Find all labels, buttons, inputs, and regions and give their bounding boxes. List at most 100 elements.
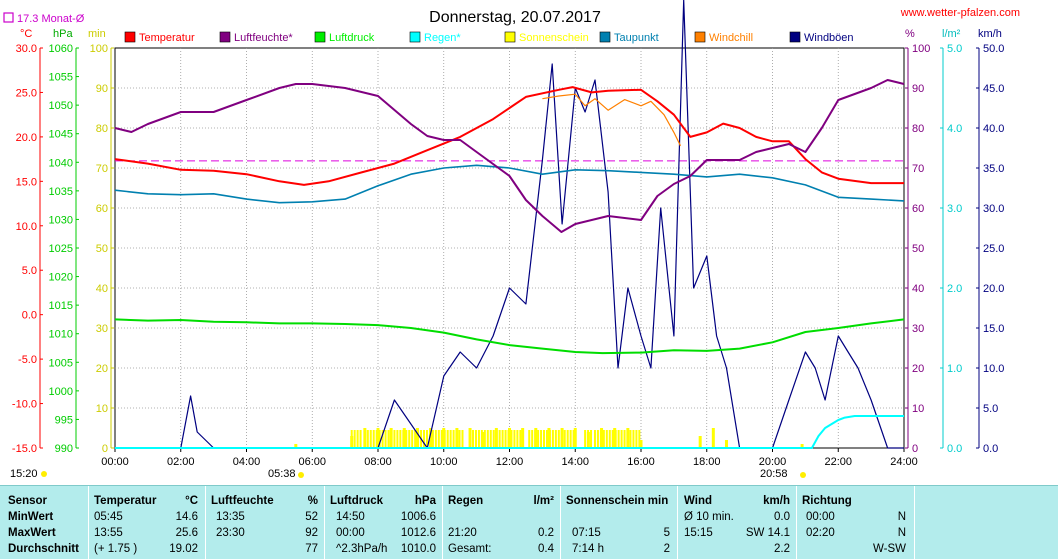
stats-temp-time: 13:55	[94, 527, 123, 539]
sunset-icon	[800, 472, 806, 478]
sunshine-slot	[516, 430, 519, 448]
axis-tick-label: 40	[96, 283, 108, 295]
stats-rain-val: 0.4	[538, 543, 554, 555]
axis-tick-label: 35.0	[983, 163, 1004, 175]
stats-dir-time: 02:20	[806, 527, 835, 539]
sunshine-slot	[375, 430, 378, 448]
unit-celsius: °C	[20, 28, 32, 40]
axis-tick-label: 45.0	[983, 83, 1004, 95]
sunrise-icon	[298, 472, 304, 478]
sunshine-slot	[489, 430, 492, 448]
axis-tick-label: 30	[96, 323, 108, 335]
stats-table: Sensor Temperatur °C Luftfeuchte % Luftd…	[0, 485, 1058, 560]
hdr-rain-unit: l/m²	[533, 495, 554, 507]
sunshine-slot	[359, 430, 362, 448]
axis-tick-label: 2.0	[947, 283, 962, 295]
legend-label: Regen*	[424, 32, 461, 44]
axis-tick-label: 1050	[49, 100, 73, 112]
axis-tick-label: 70	[912, 163, 924, 175]
stats-press-time: 14:50	[336, 511, 365, 523]
axis-tick-label: 5.0	[983, 403, 998, 415]
stats-sun-time: 07:15	[572, 527, 601, 539]
hdr-regen: Regen	[448, 495, 484, 507]
axis-tick-label: 1035	[49, 186, 73, 198]
sunshine-slot	[540, 430, 543, 448]
sunshine-slot	[458, 430, 461, 448]
x-tick-label: 02:00	[167, 456, 195, 468]
chart-title: Donnerstag, 20.07.2017	[429, 9, 601, 26]
axis-tick-label: 10	[912, 403, 924, 415]
stats-press-val: 1006.6	[400, 511, 436, 523]
axis-tick-label: 50.0	[983, 43, 1004, 55]
stats-label: Durchschnitt	[8, 543, 79, 555]
axis-tick-label: 0	[102, 443, 108, 455]
sunshine-slot	[626, 430, 629, 448]
sunshine-bar	[294, 444, 298, 448]
sunshine-slot	[590, 430, 593, 448]
unit-min: min	[88, 28, 106, 40]
hdr-wind: Wind	[684, 495, 712, 507]
monthly-avg-label: 17.3 Monat-Ø	[17, 13, 85, 25]
x-tick-label: 14:00	[561, 456, 589, 468]
sunshine-slot	[572, 430, 575, 448]
sunshine-slot	[483, 430, 486, 448]
sunshine-slot	[384, 430, 387, 448]
sunshine-slot	[611, 430, 614, 448]
stats-temp-val: 19.02	[169, 543, 198, 555]
sunshine-slot	[469, 430, 472, 448]
plot-grid	[115, 48, 904, 448]
sunshine-slot	[434, 430, 437, 448]
stats-temp-time: (+ 1.75 )	[94, 543, 138, 555]
axis-tick-label: 30	[912, 323, 924, 335]
sunshine-slot	[411, 430, 414, 448]
sunshine-slot	[513, 430, 516, 448]
axis-tick-label: 40	[912, 283, 924, 295]
legend-label: Windböen	[804, 32, 854, 44]
sunshine-slot	[455, 430, 458, 448]
sunshine-slot	[501, 430, 504, 448]
stats-press-time: 00:00	[336, 527, 365, 539]
axis-tick-label: 990	[55, 443, 73, 455]
x-tick-label: 12:00	[496, 456, 524, 468]
monthly-avg-icon	[3, 12, 14, 23]
sunshine-slot	[417, 430, 420, 448]
sunshine-slot	[543, 430, 546, 448]
axis-tick-label: 1030	[49, 214, 73, 226]
sunshine-slot	[560, 430, 563, 448]
series-layer	[114, 0, 905, 449]
hdr-richtung: Richtung	[802, 495, 852, 507]
axis-tick-label: 40.0	[983, 123, 1004, 135]
sunrise-time: 05:38	[268, 468, 296, 480]
axis-tick-label: 1045	[49, 129, 73, 141]
sunshine-slot	[593, 430, 596, 448]
axis-tick-label: 5.0	[947, 43, 962, 55]
website-link[interactable]: www.wetter-pfalzen.com	[900, 7, 1020, 19]
axis-tick-label: 1025	[49, 243, 73, 255]
axis-tick-label: 1.0	[947, 363, 962, 375]
axis-tick-label: 25.0	[983, 243, 1004, 255]
axis-tick-label: 100	[912, 43, 930, 55]
wind-axis: 50.0 45.0 40.0 35.0 30.0 25.0 20.0 15.0 10.0 5.0 0…	[976, 43, 1004, 455]
sunshine-slot	[635, 430, 638, 448]
axis-tick-label: 1020	[49, 272, 73, 284]
sunshine-slot	[378, 430, 381, 448]
series-temperatur	[114, 86, 904, 186]
axis-tick-label: 100	[90, 43, 108, 55]
axis-tick-label: 20.0	[983, 283, 1004, 295]
axis-tick-label: -10.0	[12, 399, 37, 411]
sunshine-slot	[638, 430, 641, 448]
sunshine-slot	[554, 430, 557, 448]
axis-tick-label: 90	[96, 83, 108, 95]
hdr-press-unit: hPa	[414, 495, 436, 507]
sunshine-slot	[629, 430, 632, 448]
stats-hum-val: 77	[305, 543, 318, 555]
temperature-axis: 30.0 25.0 20.0 15.0 10.0 5.0 0.0 -5.0 -10.0 -15.0	[12, 43, 43, 455]
sunshine-slot	[584, 430, 587, 448]
sunshine-slot	[390, 430, 393, 448]
axis-tick-label: 1060	[49, 43, 73, 55]
legend-label: Taupunkt	[614, 32, 659, 44]
sunshine-slot	[492, 430, 495, 448]
sunshine-slot	[449, 430, 452, 448]
stats-hum-time: 23:30	[216, 527, 245, 539]
